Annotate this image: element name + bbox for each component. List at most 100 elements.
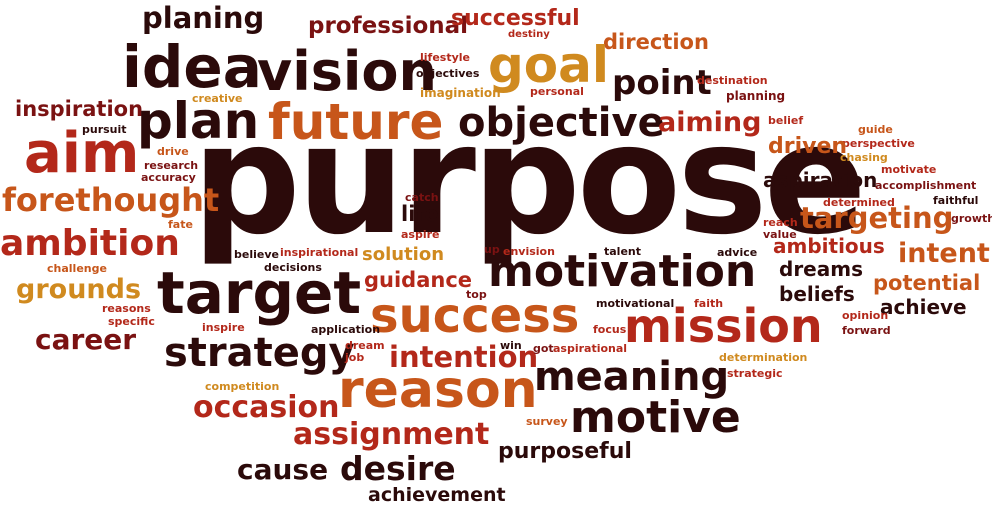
word-purposeful: purposeful (498, 439, 632, 464)
word-occasion: occasion (193, 390, 340, 425)
word-mission: mission (624, 299, 823, 353)
word-driven: driven (768, 134, 848, 159)
word-belief: belief (768, 114, 804, 127)
word-growth: growth (951, 212, 992, 225)
word-strategy: strategy (164, 330, 355, 376)
word-faith: faith (694, 297, 724, 310)
word-professional: professional (308, 13, 469, 39)
word-planing: planing (142, 1, 265, 35)
word-personal: personal (530, 85, 584, 98)
word-perspective: perspective (842, 137, 915, 150)
word-objective: objective (458, 100, 665, 146)
word-advice: advice (717, 246, 758, 259)
word-opinion: opinion (842, 309, 889, 322)
word-potential: potential (873, 271, 981, 295)
word-successful: successful (451, 6, 580, 31)
word-cause: cause (237, 453, 329, 486)
word-achievement: achievement (368, 484, 506, 506)
word-purpose: purpose (192, 91, 867, 268)
word-reach: reach (763, 216, 798, 229)
word-destination: destination (697, 74, 768, 87)
word-survey: survey (526, 415, 568, 428)
word-challenge: challenge (47, 262, 107, 275)
word-target: target (157, 259, 362, 327)
word-success: success (370, 288, 580, 344)
word-planning: planning (726, 89, 786, 103)
word-dreams: dreams (779, 257, 863, 281)
word-aim: aim (24, 121, 140, 186)
word-objectives: objectives (416, 67, 480, 80)
word-research: research (144, 159, 199, 172)
word-vision: vision (257, 40, 437, 103)
word-believe: believe (234, 248, 279, 261)
word-aspire: aspire (401, 228, 440, 241)
word-assignment: assignment (293, 417, 490, 452)
word-top: top (466, 288, 487, 301)
word-career: career (35, 323, 137, 356)
word-inspirational: inspirational (280, 246, 359, 259)
word-up: up (484, 243, 500, 256)
word-pursuit: pursuit (82, 123, 127, 136)
word-value: value (763, 228, 797, 241)
word-reasons: reasons (102, 302, 151, 315)
word-desire: desire (340, 449, 456, 488)
word-guidance: guidance (364, 268, 473, 292)
word-competition: competition (205, 380, 280, 393)
word-determined: determined (823, 196, 895, 209)
word-talent: talent (604, 245, 642, 258)
word-intent: intent (898, 238, 990, 269)
word-faithful: faithful (933, 194, 979, 207)
word-goal: goal (488, 36, 610, 94)
word-reason: reason (338, 360, 538, 420)
word-drive: drive (157, 145, 189, 158)
word-targeting: targeting (800, 201, 954, 235)
word-dream: dream (345, 339, 385, 352)
word-fate: fate (168, 218, 193, 231)
word-aiming: aiming (658, 107, 762, 138)
word-motivation: motivation (488, 246, 757, 297)
word-application: application (311, 323, 381, 336)
word-direction: direction (603, 30, 709, 54)
word-achieve: achieve (880, 295, 967, 319)
word-job: job (345, 351, 365, 364)
word-guide: guide (858, 123, 893, 136)
word-grounds: grounds (16, 274, 142, 305)
word-destiny: destiny (508, 29, 550, 40)
word-lifestyle: lifestyle (420, 51, 470, 64)
word-future: future (268, 93, 444, 151)
word-win: win (500, 339, 522, 352)
word-catch: catch (405, 191, 439, 204)
word-motive: motive (570, 392, 741, 443)
word-accuracy: accuracy (141, 171, 196, 184)
word-motivate: motivate (881, 163, 937, 176)
word-creative: creative (192, 92, 243, 105)
word-meaning: meaning (534, 354, 730, 400)
word-forward: forward (842, 324, 891, 337)
word-idea: idea (122, 33, 262, 101)
word-plan: plan (137, 92, 260, 150)
word-determination: determination (719, 351, 808, 364)
word-intention: intention (389, 340, 539, 374)
word-accomplishment: accomplishment (875, 179, 977, 192)
word-got: got (533, 342, 554, 355)
word-life: life (401, 202, 439, 226)
word-inspiration: inspiration (15, 97, 144, 121)
word-beliefs: beliefs (779, 282, 855, 306)
word-aspiration: aspiration (763, 168, 878, 192)
word-focus: focus (593, 323, 627, 336)
word-envision: envision (503, 245, 555, 258)
word-specific: specific (108, 315, 155, 328)
word-ambition: ambition (0, 223, 180, 264)
word-decisions: decisions (264, 261, 322, 274)
word-strategic: strategic (727, 367, 783, 380)
word-inspire: inspire (202, 321, 245, 334)
word-imagination: imagination (420, 86, 501, 100)
word-aspirational: aspirational (553, 342, 628, 355)
word-point: point (612, 63, 712, 103)
word-chasing: chasing (840, 151, 888, 164)
word-forethought: forethought (2, 181, 220, 219)
word-solution: solution (362, 244, 445, 265)
word-motivational: motivational (596, 297, 675, 310)
word-ambitious: ambitious (773, 234, 885, 258)
